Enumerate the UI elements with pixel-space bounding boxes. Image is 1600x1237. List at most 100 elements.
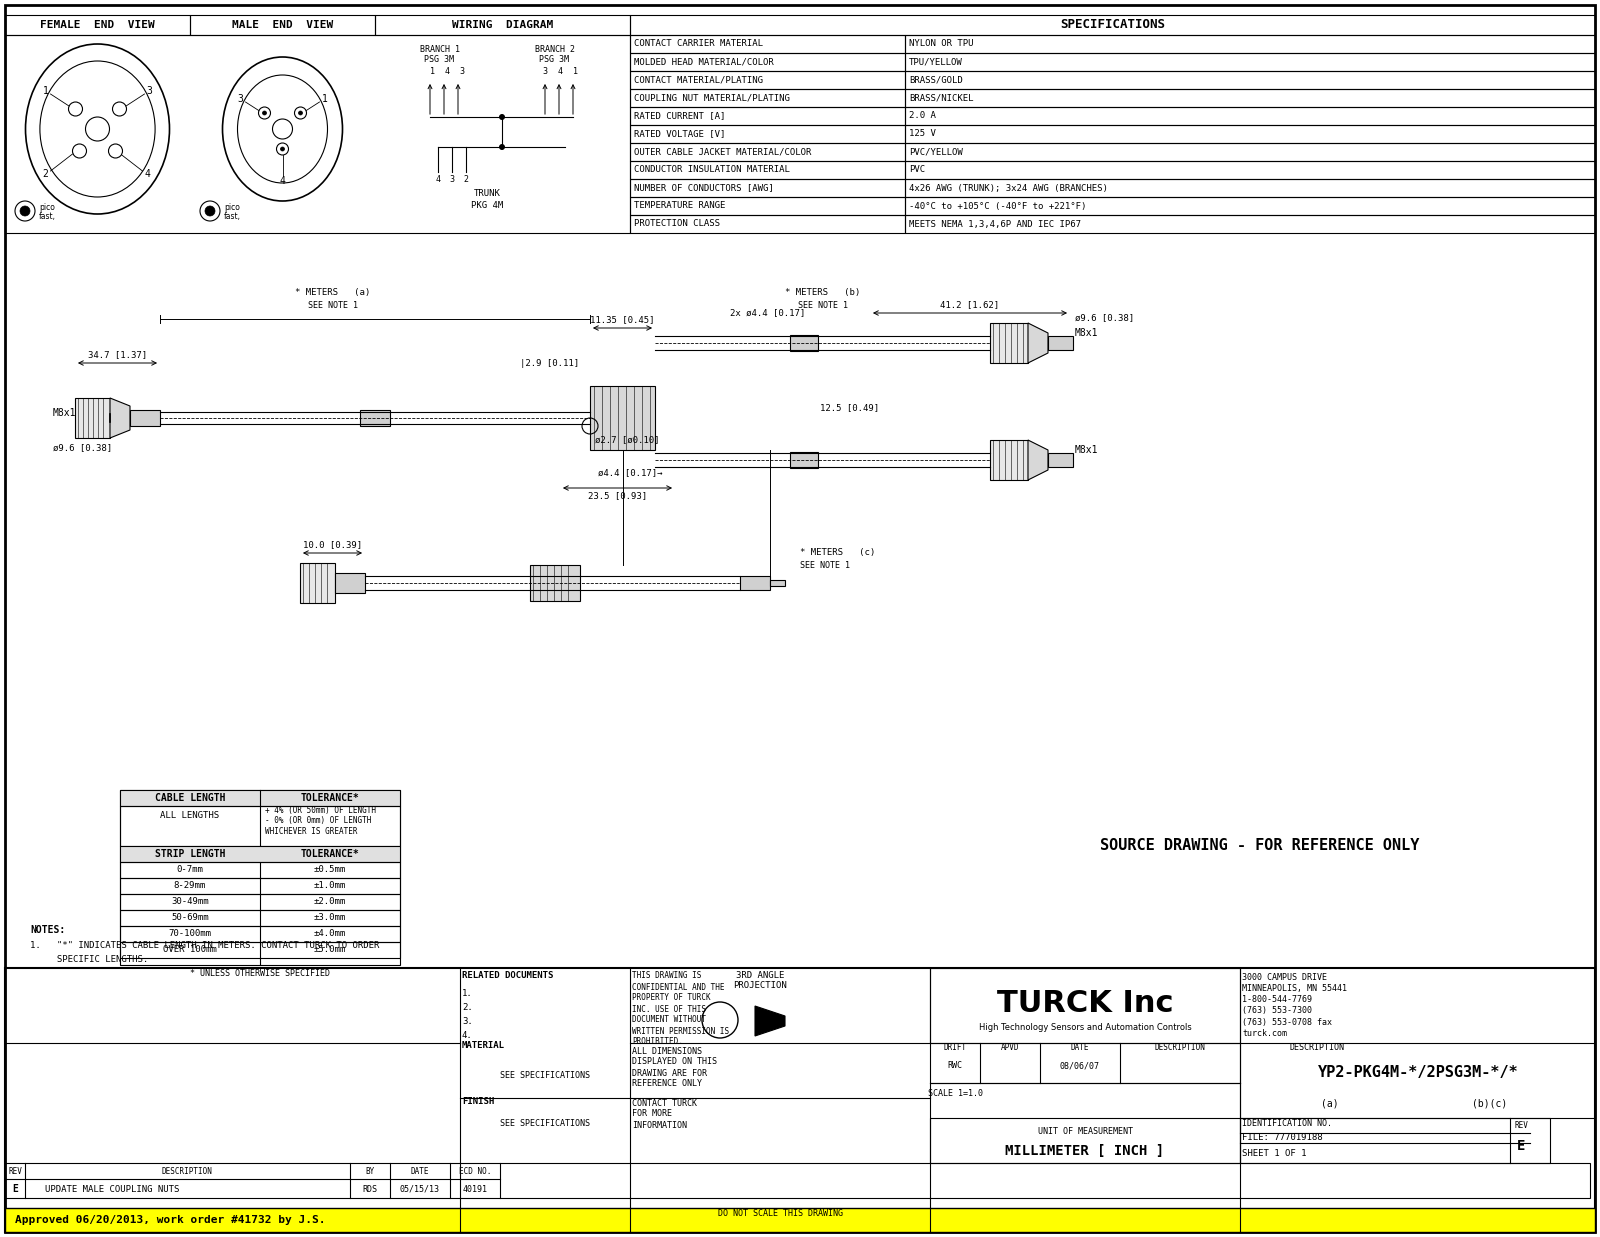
Bar [5,15,190,35]
Text: pico: pico [224,203,240,212]
Text: ø4.4 [0.17]→: ø4.4 [0.17]→ [598,469,662,477]
Text: 1-800-544-7769: 1-800-544-7769 [1242,996,1312,1004]
Text: turck.com: turck.com [1242,1028,1286,1038]
Text: ±0.5mm: ±0.5mm [314,866,346,875]
Bar [75,398,110,438]
Polygon shape [1027,440,1048,480]
Circle shape [262,111,267,115]
Text: ±4.0mm: ±4.0mm [314,929,346,939]
Text: 50-69mm: 50-69mm [171,913,210,923]
Text: 34.7 [1.37]: 34.7 [1.37] [88,350,147,360]
Text: 1  4  3: 1 4 3 [430,67,466,75]
Text: IDENTIFICATION NO.: IDENTIFICATION NO. [1242,1119,1331,1128]
Text: OVER 100mm: OVER 100mm [163,945,218,955]
Text: DESCRIPTION: DESCRIPTION [1155,1044,1205,1053]
Text: TOLERANCE*: TOLERANCE* [301,849,360,858]
Text: ALL LENGTHS: ALL LENGTHS [160,811,219,820]
Text: SEE NOTE 1: SEE NOTE 1 [800,560,850,569]
Text: 0-7mm: 0-7mm [176,866,203,875]
Text: Approved 06/20/2013, work order #41732 by J.S.: Approved 06/20/2013, work order #41732 b… [14,1215,325,1225]
Text: 2.: 2. [462,1003,472,1013]
Bar [930,1118,1240,1163]
Text: * METERS   (b): * METERS (b) [786,288,861,298]
Bar [120,894,400,910]
Bar [630,53,906,71]
Text: 4: 4 [435,174,440,183]
Text: M8x1: M8x1 [1075,445,1099,455]
Text: TEMPERATURE RANGE: TEMPERATURE RANGE [634,202,725,210]
Text: PVC/YELLOW: PVC/YELLOW [909,147,963,157]
Bar [1048,336,1074,350]
Text: WIRING  DIAGRAM: WIRING DIAGRAM [451,20,554,30]
Text: RATED VOLTAGE [V]: RATED VOLTAGE [V] [634,130,725,139]
Text: INC. USE OF THIS: INC. USE OF THIS [632,1004,706,1013]
Text: E: E [1517,1139,1525,1153]
Bar [630,143,906,161]
Polygon shape [1027,323,1048,362]
Text: MATERIAL: MATERIAL [462,1042,506,1050]
Text: High Technology Sensors and Automation Controls: High Technology Sensors and Automation C… [979,1023,1192,1033]
Bar [630,106,906,125]
Text: SEE NOTE 1: SEE NOTE 1 [307,301,357,309]
Text: CONTACT CARRIER MATERIAL: CONTACT CARRIER MATERIAL [634,40,763,48]
Text: DESCRIPTION: DESCRIPTION [162,1166,213,1175]
Bar [630,215,906,233]
Text: 2.0 A: 2.0 A [909,111,936,120]
Text: 125 V: 125 V [909,130,936,139]
Text: ±1.0mm: ±1.0mm [314,882,346,891]
Text: REFERENCE ONLY: REFERENCE ONLY [632,1080,702,1089]
Text: SEE NOTE 1: SEE NOTE 1 [797,301,848,309]
Text: DISPLAYED ON THIS: DISPLAYED ON THIS [632,1058,717,1066]
Text: COUPLING NUT MATERIAL/PLATING: COUPLING NUT MATERIAL/PLATING [634,94,790,103]
Text: THIS DRAWING IS: THIS DRAWING IS [632,971,701,981]
Text: UNIT OF MEASUREMENT: UNIT OF MEASUREMENT [1037,1127,1133,1136]
Text: DATE: DATE [411,1166,429,1175]
Bar [5,1209,1595,1232]
Text: DATE: DATE [1070,1044,1090,1053]
Text: 4: 4 [280,176,285,186]
Text: 3RD ANGLE: 3RD ANGLE [736,971,784,981]
Text: PROHIBITED.: PROHIBITED. [632,1038,683,1047]
Text: CONFIDENTIAL AND THE: CONFIDENTIAL AND THE [632,982,725,992]
Bar [906,53,1595,71]
Bar [906,89,1595,106]
Text: * METERS   (a): * METERS (a) [294,288,370,298]
Text: RATED CURRENT [A]: RATED CURRENT [A] [634,111,725,120]
Text: 1.   "*" INDICATES CABLE LENGTH IN METERS. CONTACT TURCK TO ORDER: 1. "*" INDICATES CABLE LENGTH IN METERS.… [30,941,379,950]
Bar [906,215,1595,233]
Text: MOLDED HEAD MATERIAL/COLOR: MOLDED HEAD MATERIAL/COLOR [634,57,774,67]
Text: SCALE 1=1.0: SCALE 1=1.0 [928,1089,982,1097]
Text: 1.: 1. [462,990,472,998]
Circle shape [72,143,86,158]
Text: 8-29mm: 8-29mm [174,882,206,891]
Text: TURCK Inc: TURCK Inc [997,988,1173,1018]
Text: (b)(c): (b)(c) [1472,1098,1507,1108]
Text: 1: 1 [43,87,48,96]
Text: (a): (a) [1322,1098,1339,1108]
Circle shape [294,106,307,119]
Bar [334,573,365,593]
Circle shape [277,143,288,155]
Text: ECD NO.: ECD NO. [459,1166,491,1175]
Bar [906,179,1595,197]
Text: RDS: RDS [363,1185,378,1194]
Bar [1240,1043,1595,1118]
Bar [906,143,1595,161]
Text: 3: 3 [450,174,454,183]
Circle shape [499,114,506,120]
Text: 3000 CAMPUS DRIVE: 3000 CAMPUS DRIVE [1242,974,1326,982]
Text: OUTER CABLE JACKET MATERIAL/COLOR: OUTER CABLE JACKET MATERIAL/COLOR [634,147,811,157]
Text: 30-49mm: 30-49mm [171,898,210,907]
Bar [190,15,374,35]
Text: ±3.0mm: ±3.0mm [314,913,346,923]
Bar [120,927,400,943]
Text: APVD: APVD [1000,1044,1019,1053]
Bar [790,335,818,351]
Bar [590,386,654,450]
Text: 2: 2 [464,174,469,183]
Bar [906,125,1595,143]
Text: * UNLESS OTHERWISE SPECIFIED: * UNLESS OTHERWISE SPECIFIED [190,969,330,977]
Text: 70-100mm: 70-100mm [168,929,211,939]
Text: SPECIFIC LENGTHS.: SPECIFIC LENGTHS. [30,955,149,964]
Text: 3.: 3. [462,1018,472,1027]
